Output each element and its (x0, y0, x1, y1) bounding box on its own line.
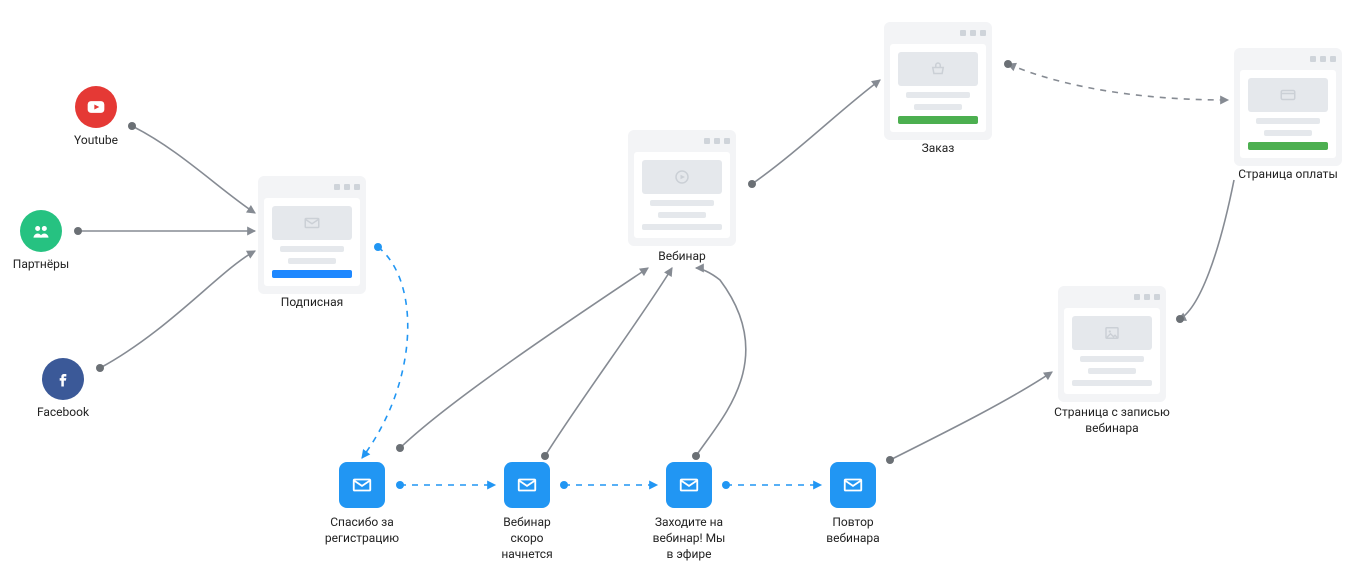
edge-landing-e1 (362, 247, 408, 458)
edge-webinar-order (752, 80, 880, 184)
edge-e1-webinar (400, 268, 648, 448)
page-order (884, 22, 992, 140)
page-landing (258, 176, 366, 294)
edge-dot (692, 452, 700, 460)
email-step-e1 (339, 462, 385, 508)
edge-dot (96, 364, 104, 372)
source-label-facebook: Facebook (22, 404, 104, 420)
edge-payment-replay (1178, 180, 1234, 320)
email-label-e3: Заходите на вебинар! Мы в эфире (624, 514, 754, 563)
edge-dot (722, 481, 730, 489)
edge-dot (541, 452, 549, 460)
source-youtube (75, 86, 117, 128)
page-label-replay: Страница с записью вебинара (1028, 404, 1196, 436)
edge-e2-webinar (545, 268, 672, 456)
email-label-e2: Вебинар скоро начнется (462, 514, 592, 563)
edge-order-payment (1008, 64, 1228, 100)
source-partners (20, 210, 62, 252)
edge-dot (886, 456, 894, 464)
edge-e3-webinar (696, 268, 746, 456)
edge-dot (748, 180, 756, 188)
edge-dot (396, 481, 404, 489)
edge-dot (396, 444, 404, 452)
source-label-partners: Партнёры (0, 256, 82, 272)
edge-dot (74, 227, 82, 235)
page-webinar (628, 130, 736, 246)
edge-youtube-landing (132, 126, 255, 213)
page-label-webinar: Вебинар (598, 248, 766, 264)
email-step-e3 (666, 462, 712, 508)
edge-dot (560, 481, 568, 489)
page-payment (1234, 48, 1342, 166)
page-label-landing: Подписная (228, 294, 396, 310)
email-step-e4 (830, 462, 876, 508)
page-label-payment: Страница оплаты (1204, 166, 1365, 182)
email-label-e1: Спасибо за регистрацию (297, 514, 427, 546)
email-step-e2 (504, 462, 550, 508)
edge-dot (1004, 60, 1012, 68)
page-label-order: Заказ (854, 140, 1022, 156)
edge-dot (1176, 315, 1184, 323)
email-label-e4: Повтор вебинара (788, 514, 918, 546)
page-replay (1058, 286, 1166, 402)
edge-dot (128, 122, 136, 130)
source-facebook (42, 358, 84, 400)
source-label-youtube: Youtube (55, 132, 137, 148)
edge-dot (374, 243, 382, 251)
